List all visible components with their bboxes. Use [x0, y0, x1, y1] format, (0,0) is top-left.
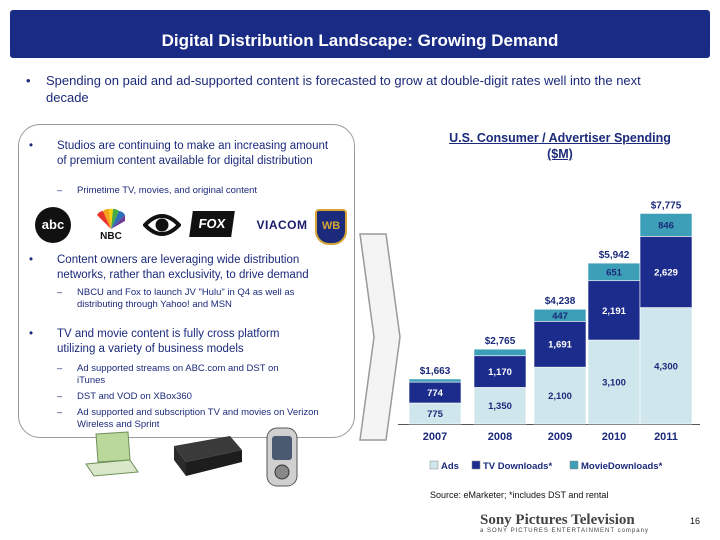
data-label: 775	[427, 409, 444, 420]
x-tick-label: 2009	[548, 431, 572, 443]
bullet-dot: •	[26, 73, 31, 88]
source-note: Source: eMarketer; *includes DST and ren…	[430, 490, 609, 500]
dash: –	[57, 391, 63, 402]
data-label: 447	[552, 311, 568, 322]
bullet-dot: •	[29, 140, 34, 152]
data-label: 3,100	[602, 378, 626, 389]
right-arrow-icon	[359, 233, 401, 441]
total-label: $7,775	[651, 200, 682, 211]
total-label: $1,663	[420, 366, 451, 377]
data-label: 846	[658, 220, 674, 231]
cbs-eye-logo	[142, 209, 182, 241]
bar-ads-2011	[639, 307, 693, 425]
main-bullet-text: Spending on paid and ad-supported conten…	[46, 73, 641, 105]
eye-icon	[142, 214, 182, 236]
data-label: 651	[606, 267, 623, 278]
bullet-studios-text: Studios are continuing to make an increa…	[57, 140, 329, 167]
viacom-logo: VIACOM	[256, 218, 308, 232]
data-label: 774	[427, 388, 444, 399]
total-label: $5,942	[599, 250, 630, 261]
laptop-image	[82, 430, 142, 485]
data-label: 2,100	[548, 391, 572, 402]
dash: –	[57, 407, 63, 418]
bar-movie-downloads-2008	[473, 348, 527, 357]
legend-label: Ads	[441, 461, 459, 472]
bar-tv-downloads-2009	[533, 321, 587, 368]
sub-bullet-hulu-text: NBCU and Fox to launch JV "Hulu" in Q4 a…	[77, 287, 295, 310]
bullet-dot: •	[29, 254, 34, 266]
brand-subtitle: a SONY PICTURES ENTERTAINMENT company	[480, 528, 649, 534]
info-panel: • Studios are continuing to make an incr…	[18, 124, 355, 438]
data-label: 2,191	[602, 306, 626, 317]
data-label: 2,629	[654, 267, 678, 278]
bar-movie-downloads-2007	[408, 378, 462, 383]
bar-movie-downloads-2011	[639, 213, 693, 237]
data-label: 1,350	[488, 401, 512, 412]
bar-tv-downloads-2010	[587, 280, 641, 341]
dash: –	[57, 287, 63, 298]
title-bar: Digital Distribution Landscape: Growing …	[10, 10, 710, 58]
x-tick-label: 2008	[488, 431, 512, 443]
peacock-icon	[97, 208, 125, 229]
bullet-cross-platform-text: TV and movie content is fully cross plat…	[57, 328, 280, 355]
total-label: $2,765	[485, 336, 516, 347]
dash: –	[57, 363, 63, 374]
dash: –	[57, 185, 63, 196]
abc-logo: abc	[35, 207, 71, 243]
bullet-owners-text: Content owners are leveraging wide distr…	[57, 254, 309, 281]
legend-swatch	[569, 460, 579, 470]
data-label: 1,170	[488, 367, 512, 378]
x-tick-label: 2011	[654, 431, 678, 443]
chart-title: U.S. Consumer / Advertiser Spending ($M)	[449, 131, 671, 161]
bar-ads-2008	[473, 387, 527, 425]
laptop-icon	[85, 431, 139, 477]
bar-movie-downloads-2009	[533, 308, 587, 322]
sub-bullet-xbox-text: DST and VOD on XBox360	[77, 391, 192, 402]
slide-title: Digital Distribution Landscape: Growing …	[161, 31, 559, 50]
console-icon	[174, 436, 242, 476]
flow-arrow	[356, 232, 402, 447]
nbc-text: NBC	[100, 231, 122, 242]
bar-ads-2009	[533, 366, 587, 425]
data-label: 4,300	[654, 361, 678, 372]
data-label: 1,691	[548, 340, 572, 351]
legend-swatch	[429, 460, 439, 470]
bullet-dot: •	[29, 328, 34, 340]
sub-bullet-verizon-text: Ad supported and subscription TV and mov…	[77, 407, 319, 430]
legend-label: TV Downloads*	[483, 461, 552, 472]
bar-tv-downloads-2008	[473, 355, 527, 388]
sub-bullet-abc-text: Ad supported streams on ABC.com and DST …	[77, 363, 279, 386]
sub-bullet-content-text: Primetime TV, movies, and original conte…	[77, 185, 258, 196]
legend-label: MovieDownloads*	[581, 461, 663, 472]
mobile-phone-image	[264, 426, 300, 493]
game-console-image	[168, 432, 246, 483]
brand-logo: Sony Pictures Television	[480, 512, 635, 528]
nbc-logo: NBC	[93, 207, 129, 245]
total-label: $4,238	[545, 296, 576, 307]
x-tick-label: 2010	[602, 431, 626, 443]
x-tick-label: 2007	[423, 431, 447, 443]
phone-icon	[266, 427, 298, 487]
page-number: 16	[690, 516, 701, 526]
wb-logo: WB	[315, 209, 347, 245]
legend-swatch	[471, 460, 481, 470]
